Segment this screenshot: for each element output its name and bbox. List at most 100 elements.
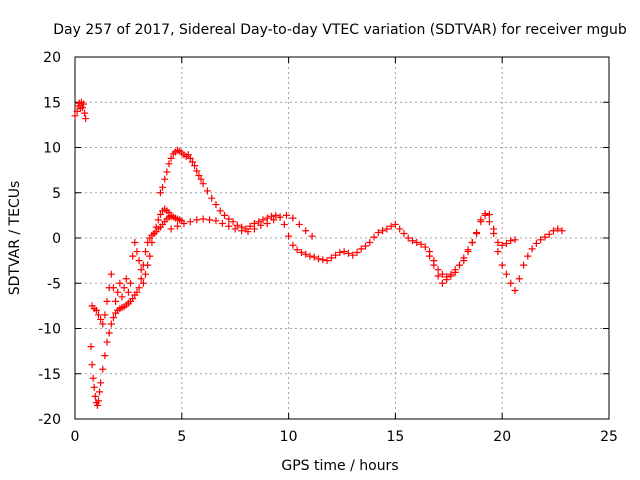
data-point-main bbox=[268, 212, 276, 220]
data-point-parallel bbox=[206, 216, 214, 224]
data-point-branch-b bbox=[97, 315, 105, 323]
data-point-main bbox=[302, 250, 310, 258]
x-tick-label: 20 bbox=[493, 429, 511, 445]
data-point-main bbox=[549, 227, 557, 235]
data-point-main bbox=[203, 187, 211, 195]
data-point-main bbox=[289, 241, 297, 249]
y-tick-label: -5 bbox=[47, 276, 61, 292]
y-tick-label: -10 bbox=[38, 322, 61, 338]
data-point-main bbox=[246, 222, 254, 230]
data-point-parallel bbox=[464, 248, 472, 256]
data-point-branch-b bbox=[114, 288, 122, 296]
data-point-main bbox=[434, 266, 442, 274]
data-point-branch-b bbox=[129, 252, 137, 260]
data-point-main bbox=[208, 194, 216, 202]
data-point-parallel bbox=[434, 272, 442, 280]
data-point-branch-a bbox=[133, 288, 141, 296]
data-point-main bbox=[396, 225, 404, 233]
data-point-main bbox=[165, 160, 173, 168]
data-point-parallel bbox=[507, 237, 515, 245]
data-point-main bbox=[195, 172, 203, 180]
data-point-early bbox=[81, 109, 89, 117]
data-point-main bbox=[340, 248, 348, 256]
data-point-parallel bbox=[494, 239, 502, 247]
data-point-branch-b bbox=[127, 279, 135, 287]
data-point-parallel bbox=[244, 228, 252, 236]
data-point-main bbox=[306, 252, 314, 260]
data-point-main bbox=[438, 270, 446, 278]
data-point-main bbox=[221, 211, 229, 219]
data-point-branch-a bbox=[96, 388, 104, 396]
data-point-branch-a bbox=[94, 397, 102, 405]
data-point-main bbox=[520, 261, 528, 269]
data-point-main bbox=[297, 248, 305, 256]
data-point-branch-b bbox=[122, 275, 130, 283]
data-point-branch-a bbox=[88, 361, 96, 369]
data-point-parallel bbox=[302, 227, 310, 235]
y-tick-labels: -20 -15 -10 -5 0 5 10 15 20 bbox=[38, 50, 61, 428]
data-point-main bbox=[537, 236, 545, 244]
data-point-main bbox=[193, 167, 201, 175]
data-point-branch-a bbox=[107, 320, 115, 328]
data-point-main bbox=[554, 225, 562, 233]
data-point-parallel bbox=[447, 270, 455, 278]
grid bbox=[75, 57, 609, 419]
data-point-branch-a bbox=[109, 314, 117, 322]
y-tick-label: 5 bbox=[52, 186, 61, 202]
data-point-parallel bbox=[468, 239, 476, 247]
data-point-branch-b bbox=[150, 229, 158, 237]
data-point-branch-a bbox=[90, 383, 98, 391]
data-point-branch-b bbox=[167, 211, 175, 219]
data-point-parallel bbox=[180, 220, 188, 228]
data-point-main bbox=[323, 257, 331, 265]
data-point-branch-b bbox=[135, 257, 143, 265]
data-point-branch-a bbox=[93, 401, 101, 409]
data-point-parallel bbox=[308, 232, 316, 240]
data-point-main bbox=[336, 248, 344, 256]
data-point-main bbox=[191, 162, 199, 170]
data-point-branch-a bbox=[103, 338, 111, 346]
data-point-parallel bbox=[502, 239, 510, 247]
data-point-parallel bbox=[218, 220, 226, 228]
data-point-branch-a bbox=[137, 275, 145, 283]
x-tick-label: 25 bbox=[600, 429, 618, 445]
data-point-parallel bbox=[174, 222, 182, 230]
data-point-early bbox=[71, 112, 79, 120]
data-point-parallel bbox=[490, 229, 498, 237]
data-point-branch-b bbox=[133, 248, 141, 256]
data-point-main bbox=[186, 154, 194, 162]
data-point-main bbox=[272, 211, 280, 219]
data-point-parallel bbox=[443, 276, 451, 284]
data-point-parallel bbox=[460, 257, 468, 265]
data-point-main bbox=[558, 227, 566, 235]
data-point-main bbox=[524, 252, 532, 260]
y-tick-label: 15 bbox=[43, 95, 61, 111]
data-point-parallel bbox=[238, 227, 246, 235]
data-point-main bbox=[515, 275, 523, 283]
y-tick-label: 0 bbox=[52, 231, 61, 247]
data-point-main bbox=[370, 233, 378, 241]
data-point-main bbox=[197, 175, 205, 183]
data-point-branch-a bbox=[135, 284, 143, 292]
data-point-parallel bbox=[231, 225, 239, 233]
data-point-parallel bbox=[295, 220, 303, 228]
data-point-parallel bbox=[199, 215, 207, 223]
data-point-main bbox=[400, 229, 408, 237]
data-point-main bbox=[361, 242, 369, 250]
data-point-main bbox=[255, 218, 263, 226]
data-point-parallel bbox=[289, 214, 297, 222]
data-point-main bbox=[199, 180, 207, 188]
data-point-main bbox=[319, 256, 327, 264]
data-point-branch-b bbox=[152, 223, 160, 231]
data-point-main bbox=[413, 239, 421, 247]
data-point-main bbox=[310, 253, 318, 261]
data-point-parallel bbox=[270, 216, 278, 224]
data-point-main bbox=[498, 261, 506, 269]
data-point-branch-b bbox=[109, 284, 117, 292]
data-point-parallel bbox=[481, 211, 489, 219]
data-point-main bbox=[404, 234, 412, 242]
data-point-main bbox=[502, 270, 510, 278]
data-point-parallel bbox=[485, 218, 493, 226]
data-point-branch-b bbox=[92, 306, 100, 314]
data-point-main bbox=[161, 175, 169, 183]
